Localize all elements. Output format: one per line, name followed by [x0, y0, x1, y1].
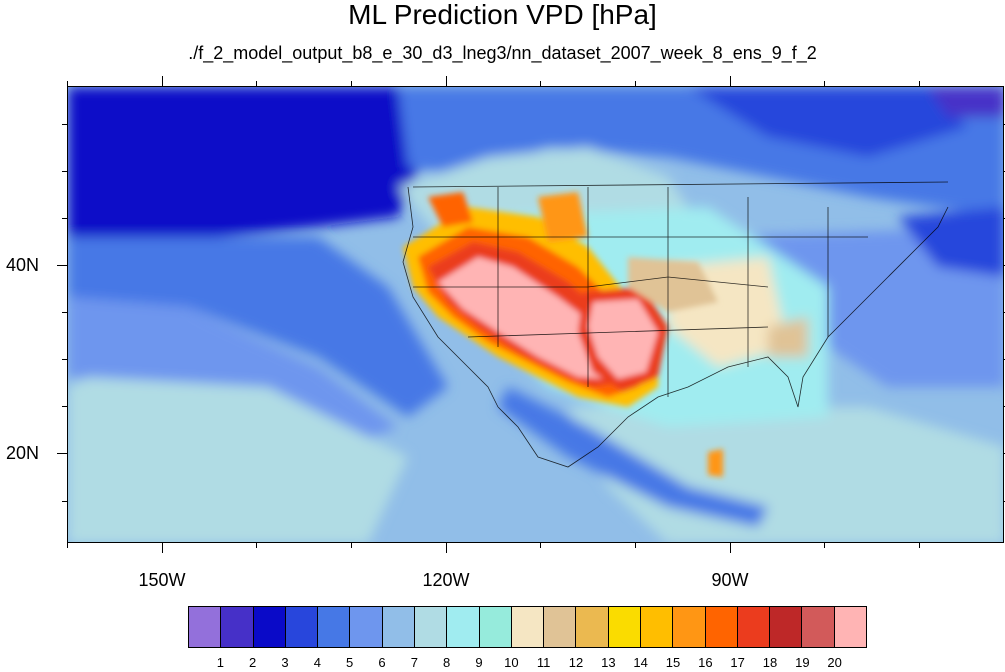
colorbar-label: 14 — [633, 655, 648, 670]
plot-subtitle: ./f_2_model_output_b8_e_30_d3_lneg3/nn_d… — [188, 43, 817, 63]
colorbar-box — [673, 607, 706, 647]
lat-minor-tick-right — [1003, 171, 1005, 172]
colorbar-label: 7 — [410, 655, 418, 670]
lon-tick-label: 150W — [138, 570, 186, 590]
lat-major-tick-right — [1003, 265, 1005, 266]
lat-minor-tick — [62, 359, 67, 360]
colorbar-label: 6 — [378, 655, 386, 670]
vpd-map — [67, 86, 1004, 543]
colorbar-box — [770, 607, 803, 647]
colorbar-label: 2 — [249, 655, 257, 670]
lat-minor-tick-right — [1003, 312, 1005, 313]
colorbar-box — [640, 607, 674, 647]
colorbar-label: 1 — [216, 655, 224, 670]
lon-minor-tick — [540, 543, 541, 548]
colorbar-label: 5 — [346, 655, 354, 670]
colorbar-box — [382, 607, 415, 647]
vpd-field — [68, 87, 1003, 542]
colorbar-label: 15 — [665, 655, 681, 670]
lon-major-tick-top — [730, 76, 731, 86]
lat-minor-tick — [62, 312, 67, 313]
colorbar-box — [737, 607, 771, 647]
lon-tick-label: 90W — [711, 570, 749, 590]
colorbar-label: 20 — [827, 655, 842, 670]
lat-minor-tick-right — [1003, 359, 1005, 360]
colorbar-label: 19 — [795, 655, 810, 670]
lat-minor-tick — [62, 218, 67, 219]
colorbar-box — [834, 607, 866, 647]
colorbar-box — [350, 607, 383, 647]
lon-minor-tick — [351, 543, 352, 548]
colorbar — [188, 606, 867, 648]
colorbar-box — [576, 607, 609, 647]
colorbar-box — [189, 607, 222, 647]
lat-minor-tick — [62, 171, 67, 172]
lat-tick-label: 40N — [5, 255, 39, 275]
colorbar-label: 10 — [504, 655, 519, 670]
lat-minor-tick-right — [1003, 218, 1005, 219]
lon-minor-tick-top — [919, 81, 920, 86]
lon-minor-tick-top — [256, 81, 257, 86]
lon-minor-tick-top — [67, 81, 68, 86]
colorbar-label: 9 — [475, 655, 483, 670]
colorbar-box — [318, 607, 351, 647]
lat-major-tick — [57, 453, 67, 454]
colorbar-box — [479, 607, 512, 647]
colorbar-box — [285, 607, 319, 647]
lon-major-tick — [446, 543, 447, 553]
plot-title: ML Prediction VPD [hPa] — [348, 0, 657, 30]
colorbar-box — [253, 607, 286, 647]
lon-minor-tick — [67, 543, 68, 548]
lon-minor-tick-top — [540, 81, 541, 86]
lat-major-tick — [57, 265, 67, 266]
colorbar-label: 17 — [730, 655, 745, 670]
colorbar-box — [802, 607, 835, 647]
colorbar-label: 11 — [536, 655, 551, 670]
colorbar-label: 4 — [313, 655, 321, 670]
lon-minor-tick — [824, 543, 825, 548]
colorbar-label: 16 — [698, 655, 713, 670]
colorbar-box — [608, 607, 641, 647]
lon-major-tick-top — [162, 76, 163, 86]
lat-minor-tick-right — [1003, 124, 1005, 125]
lon-major-tick — [730, 543, 731, 553]
lon-minor-tick-top — [351, 81, 352, 86]
lon-minor-tick-top — [824, 81, 825, 86]
lon-minor-tick — [919, 543, 920, 548]
lat-major-tick-right — [1003, 453, 1005, 454]
lat-minor-tick — [62, 406, 67, 407]
colorbar-box — [511, 607, 545, 647]
colorbar-box — [447, 607, 480, 647]
colorbar-box — [705, 607, 738, 647]
colorbar-label: 3 — [281, 655, 289, 670]
colorbar-label: 18 — [762, 655, 778, 670]
lon-major-tick-top — [446, 76, 447, 86]
colorbar-label: 12 — [568, 655, 584, 670]
lon-minor-tick-top — [635, 81, 636, 86]
colorbar-box — [544, 607, 577, 647]
lat-minor-tick-right — [1003, 406, 1005, 407]
lat-minor-tick — [62, 124, 67, 125]
colorbar-box — [221, 607, 254, 647]
colorbar-box — [414, 607, 448, 647]
lon-tick-label: 120W — [422, 570, 470, 590]
colorbar-label: 13 — [601, 655, 616, 670]
lon-minor-tick — [635, 543, 636, 548]
colorbar-label: 8 — [443, 655, 451, 670]
lon-minor-tick — [256, 543, 257, 548]
lat-minor-tick — [62, 501, 67, 502]
lat-minor-tick-right — [1003, 501, 1005, 502]
lon-major-tick — [162, 543, 163, 553]
lat-tick-label: 20N — [5, 443, 39, 463]
